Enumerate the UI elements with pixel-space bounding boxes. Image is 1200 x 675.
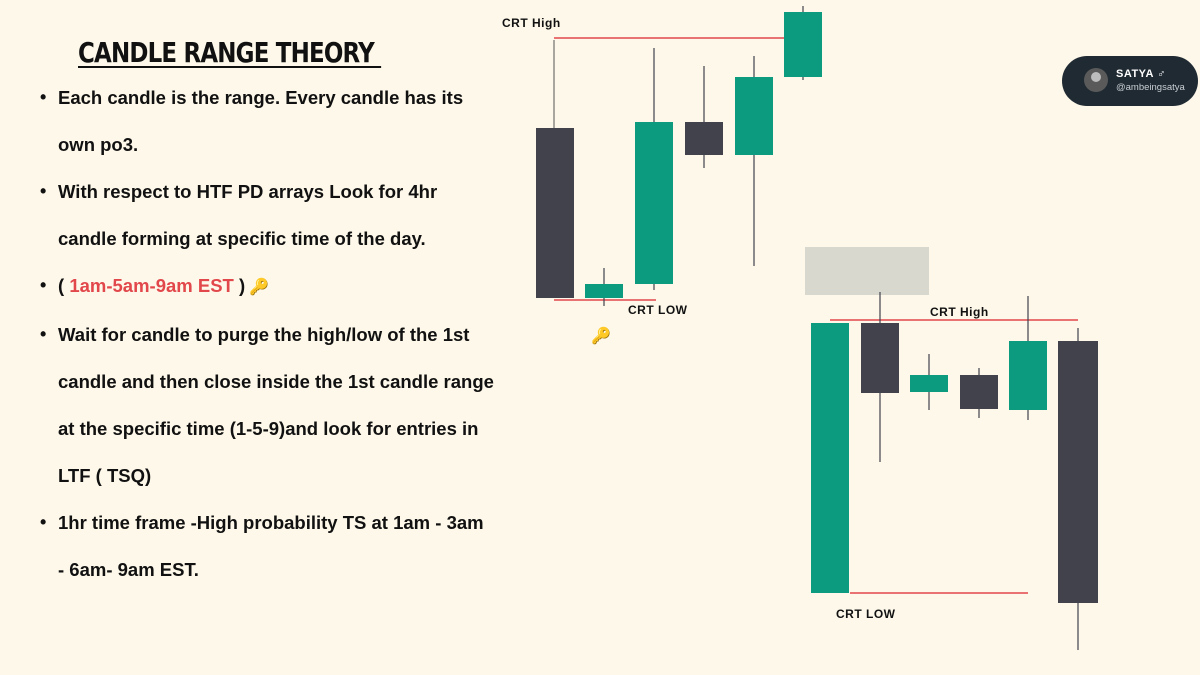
bullet-list: Each candle is the range. Every candle h… xyxy=(38,74,538,593)
candle xyxy=(1058,341,1098,603)
page-title: CANDLE RANGE THEORY xyxy=(78,36,382,69)
key-icon: 🔑 xyxy=(249,279,270,296)
candle xyxy=(910,375,948,392)
crt-low-label: CRT LOW xyxy=(836,607,896,621)
author-handle: @ambeingsatya xyxy=(1116,82,1185,93)
bullet-item: candle forming at specific time of the d… xyxy=(58,228,426,249)
candle xyxy=(960,375,998,409)
avatar-icon xyxy=(1084,68,1108,92)
bullet-item: With respect to HTF PD arrays Look for 4… xyxy=(38,168,538,215)
crt-chart-2 xyxy=(805,247,1098,650)
bullet-item: 1hr time frame -High probability TS at 1… xyxy=(38,499,538,546)
candle xyxy=(811,323,849,593)
bullet-item-time: ( 1am-5am-9am EST )🔑 xyxy=(38,262,538,311)
bullet-item: own po3. xyxy=(58,134,139,155)
session-times: 1am-5am-9am EST xyxy=(69,275,234,296)
bullet-item: Wait for candle to purge the high/low of… xyxy=(38,311,538,358)
bullet-item: Each candle is the range. Every candle h… xyxy=(38,74,538,121)
crt-low-label: CRT LOW xyxy=(628,303,688,317)
candle xyxy=(735,77,773,155)
candle xyxy=(685,122,723,155)
crt-high-label: CRT High xyxy=(502,16,561,30)
bullet-item: candle and then close inside the 1st can… xyxy=(58,371,494,392)
bullet-item: at the specific time (1-5-9)and look for… xyxy=(58,418,479,439)
author-badge[interactable]: SATYA ♂ @ambeingsatya xyxy=(1062,56,1198,106)
candle xyxy=(585,284,623,298)
candle xyxy=(784,12,822,77)
candle xyxy=(536,128,574,298)
author-name: SATYA ♂ xyxy=(1116,68,1166,80)
crt-chart-1 xyxy=(536,6,822,306)
crt-high-label: CRT High xyxy=(930,305,989,319)
candle xyxy=(635,122,673,284)
candle xyxy=(861,323,899,393)
candle xyxy=(1009,341,1047,410)
key-icon: 🔑 xyxy=(591,328,611,345)
highlight-box xyxy=(805,247,929,295)
bullet-item: LTF ( TSQ) xyxy=(58,465,152,486)
bullet-item: - 6am- 9am EST. xyxy=(58,559,199,580)
